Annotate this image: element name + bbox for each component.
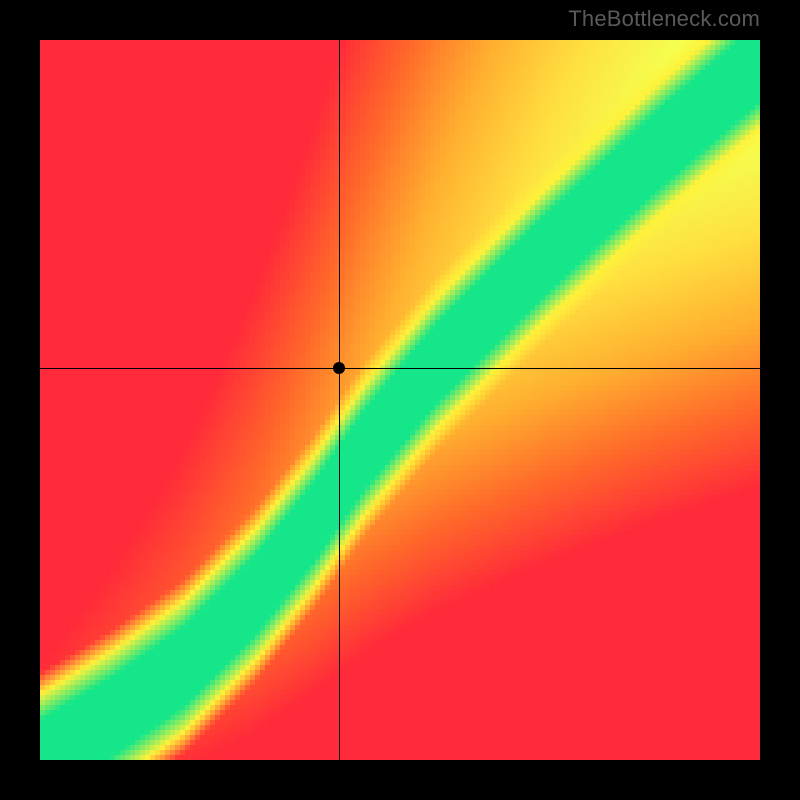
crosshair-marker	[333, 362, 345, 374]
heatmap-canvas	[40, 40, 760, 760]
chart-container: TheBottleneck.com	[0, 0, 800, 800]
crosshair-vertical-line	[339, 40, 340, 760]
watermark-text: TheBottleneck.com	[568, 6, 760, 32]
crosshair-horizontal-line	[40, 368, 760, 369]
plot-area	[40, 40, 760, 760]
